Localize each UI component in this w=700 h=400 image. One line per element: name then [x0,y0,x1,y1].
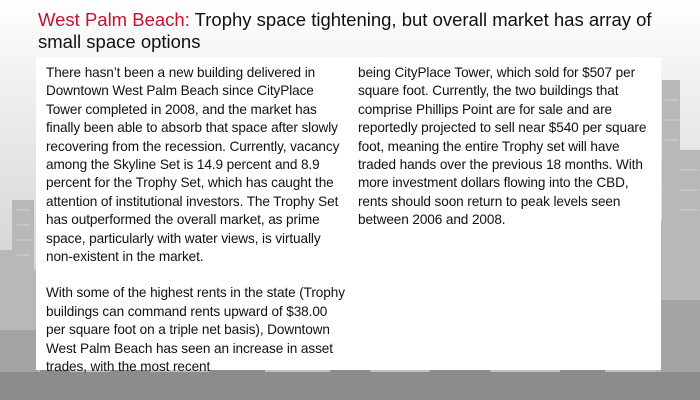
paragraph: being CityPlace Tower, which sold for $5… [358,65,647,228]
text-column-left: There hasn’t been a new building deliver… [46,64,346,377]
title-city: West Palm Beach: [38,9,190,30]
paragraph: With some of the highest rents in the st… [46,285,345,375]
paragraph: There hasn’t been a new building deliver… [46,65,340,265]
content-panel: There hasn’t been a new building deliver… [36,57,661,374]
text-column-right: being CityPlace Tower, which sold for $5… [358,64,654,230]
title-text: Trophy space tightening, but overall mar… [38,9,652,52]
slide-title: West Palm Beach: Trophy space tightening… [38,9,678,53]
